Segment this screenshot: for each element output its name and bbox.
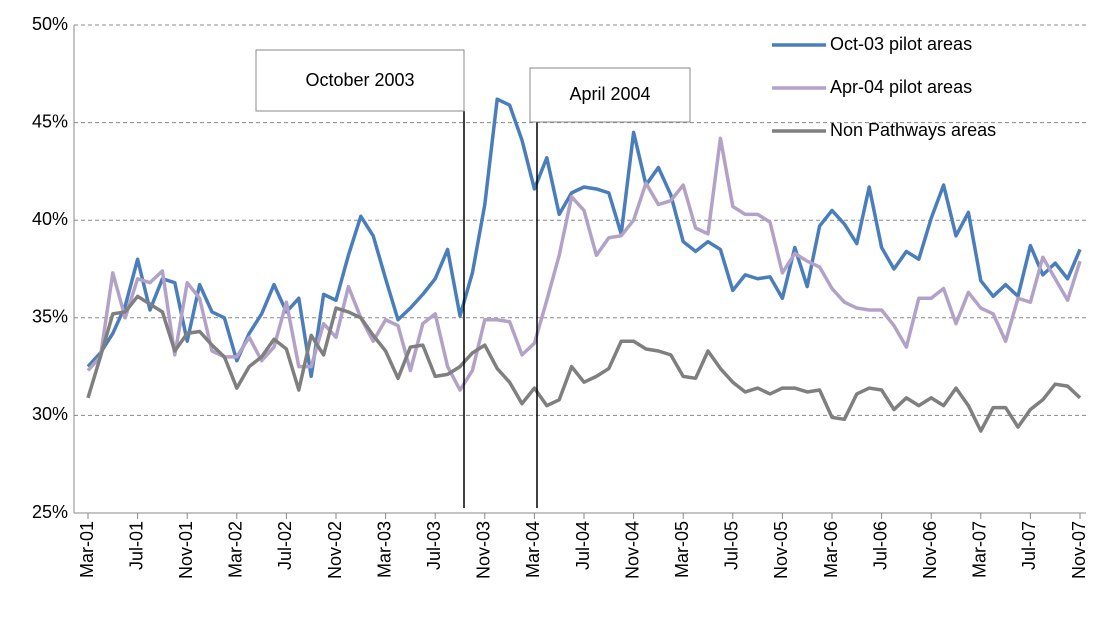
y-tick-label: 25% bbox=[32, 502, 68, 522]
x-tick-label: Jul-02 bbox=[275, 521, 295, 570]
x-tick-label: Mar-06 bbox=[821, 521, 841, 578]
annotation-box bbox=[529, 67, 691, 123]
x-tick-label: Mar-07 bbox=[970, 521, 990, 578]
x-tick-label: Nov-03 bbox=[474, 521, 494, 579]
x-tick-label: Mar-05 bbox=[672, 521, 692, 578]
series-line bbox=[86, 294, 1082, 433]
x-tick-label: Mar-03 bbox=[374, 521, 394, 578]
x-tick-label: Mar-04 bbox=[523, 521, 543, 578]
y-tick-label: 50% bbox=[32, 14, 68, 34]
annotation-box bbox=[255, 49, 465, 112]
annotation: April 2004 bbox=[569, 84, 650, 104]
x-tick-label: Jul-06 bbox=[870, 521, 890, 570]
annotation: October 2003 bbox=[305, 70, 414, 90]
legend-label: Non Pathways areas bbox=[830, 120, 996, 140]
x-tick-label: Nov-06 bbox=[920, 521, 940, 579]
x-tick-label: Jul-05 bbox=[722, 521, 742, 570]
x-tick-label: Mar-02 bbox=[226, 521, 246, 578]
x-tick-label: Jul-01 bbox=[126, 521, 146, 570]
x-tick-label: Nov-05 bbox=[771, 521, 791, 579]
x-tick-label: Nov-07 bbox=[1069, 521, 1089, 579]
series-line bbox=[86, 97, 1082, 379]
x-tick-label: Mar-01 bbox=[77, 521, 97, 578]
series-line bbox=[86, 136, 1082, 392]
y-tick-label: 45% bbox=[32, 111, 68, 131]
legend-label: Apr-04 pilot areas bbox=[830, 77, 972, 97]
y-tick-label: 35% bbox=[32, 307, 68, 327]
x-tick-label: Nov-01 bbox=[176, 521, 196, 579]
x-tick-label: Nov-02 bbox=[325, 521, 345, 579]
y-tick-label: 30% bbox=[32, 404, 68, 424]
legend-label: Oct-03 pilot areas bbox=[830, 34, 972, 54]
x-tick-label: Jul-07 bbox=[1019, 521, 1039, 570]
x-tick-label: Nov-04 bbox=[622, 521, 642, 579]
x-tick-label: Jul-04 bbox=[573, 521, 593, 570]
y-tick-label: 40% bbox=[32, 209, 68, 229]
x-tick-label: Jul-03 bbox=[424, 521, 444, 570]
